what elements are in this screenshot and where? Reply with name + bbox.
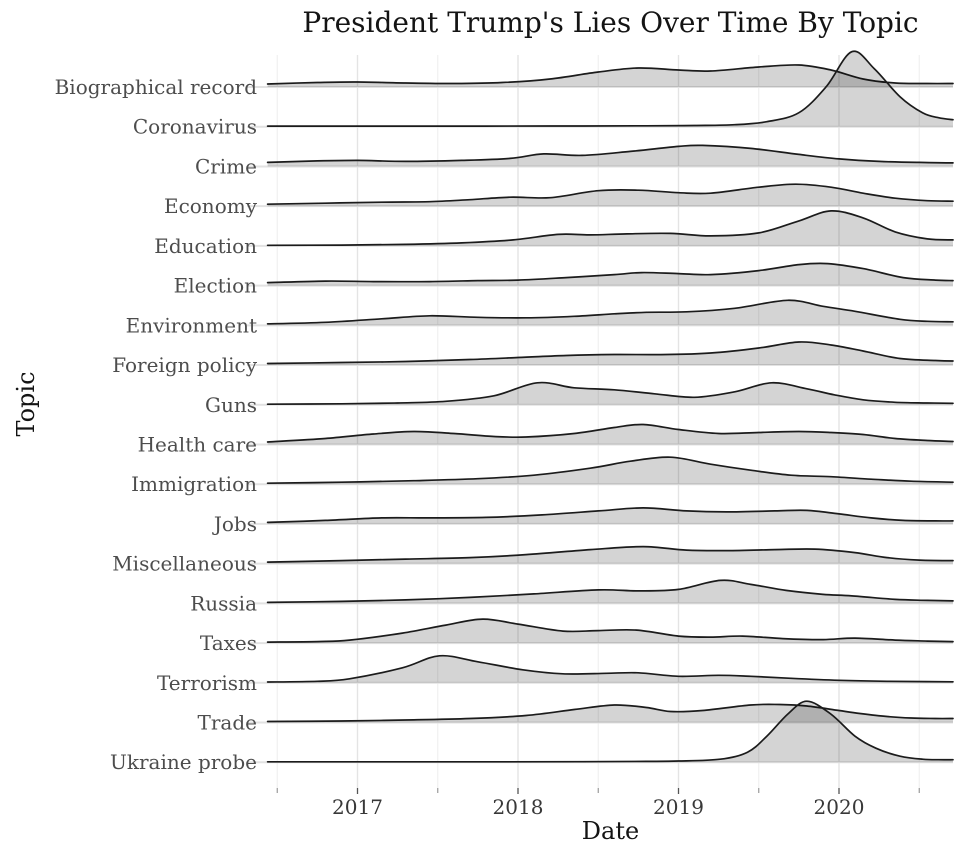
density-fill — [267, 210, 954, 246]
density-outline — [266, 144, 954, 164]
density-fill — [267, 300, 954, 326]
density-outline — [266, 341, 954, 365]
y-tick-label: Crime — [195, 154, 257, 178]
y-tick-label: Health care — [138, 432, 257, 456]
density-outline — [266, 545, 954, 563]
density-outline — [266, 50, 954, 127]
x-tick-label: 2020 — [814, 795, 865, 819]
density-fill — [267, 184, 954, 207]
chart-title: President Trump's Lies Over Time By Topi… — [302, 6, 919, 39]
density-outline — [266, 299, 954, 325]
y-tick-label: Economy — [164, 194, 258, 218]
density-outline — [266, 64, 954, 85]
x-tick-label: 2018 — [493, 795, 544, 819]
y-tick-label: Russia — [190, 591, 257, 615]
density-fill — [267, 64, 954, 87]
density-fill — [267, 424, 954, 445]
y-tick-label: Coronavirus — [133, 115, 257, 139]
density-fill — [267, 457, 954, 485]
y-tick-label: Immigration — [131, 472, 257, 496]
density-fill — [267, 382, 954, 405]
y-tick-label: Guns — [205, 393, 257, 417]
density-fill — [267, 655, 954, 683]
density-outline — [266, 210, 954, 247]
y-tick-label: Miscellaneous — [112, 552, 257, 576]
density-fill — [267, 546, 954, 564]
density-fill — [267, 701, 954, 763]
density-outline — [266, 700, 954, 763]
y-tick-label: Jobs — [212, 512, 257, 536]
y-tick-label: Environment — [126, 313, 257, 337]
density-fill — [267, 263, 954, 286]
density-outline — [266, 423, 954, 443]
density-fill — [267, 619, 954, 644]
density-fill — [267, 704, 954, 723]
y-tick-label: Taxes — [200, 631, 257, 655]
density-fill — [267, 580, 954, 604]
y-tick-label: Ukraine probe — [110, 750, 257, 774]
density-outline — [266, 381, 954, 406]
density-outline — [266, 183, 954, 206]
x-tick-label: 2019 — [653, 795, 704, 819]
x-axis-title: Date — [581, 817, 640, 845]
density-fill — [267, 507, 954, 524]
density-outline — [266, 579, 954, 604]
density-fill — [267, 51, 954, 127]
x-tick-label: 2017 — [332, 795, 383, 819]
y-axis-title: Topic — [12, 371, 40, 437]
y-tick-label: Trade — [198, 711, 257, 735]
density-outline — [266, 507, 954, 524]
y-tick-label: Education — [154, 234, 257, 258]
y-tick-label: Election — [174, 274, 258, 298]
density-outline — [266, 654, 954, 683]
y-tick-label: Biographical record — [55, 75, 258, 99]
density-fill — [267, 341, 954, 365]
density-outline — [266, 618, 954, 643]
y-tick-label: Terrorism — [157, 671, 257, 695]
y-tick-label: Foreign policy — [112, 353, 257, 377]
density-fill — [267, 145, 954, 167]
density-outline — [266, 456, 954, 485]
density-outline — [266, 262, 954, 284]
density-outline — [266, 703, 954, 723]
